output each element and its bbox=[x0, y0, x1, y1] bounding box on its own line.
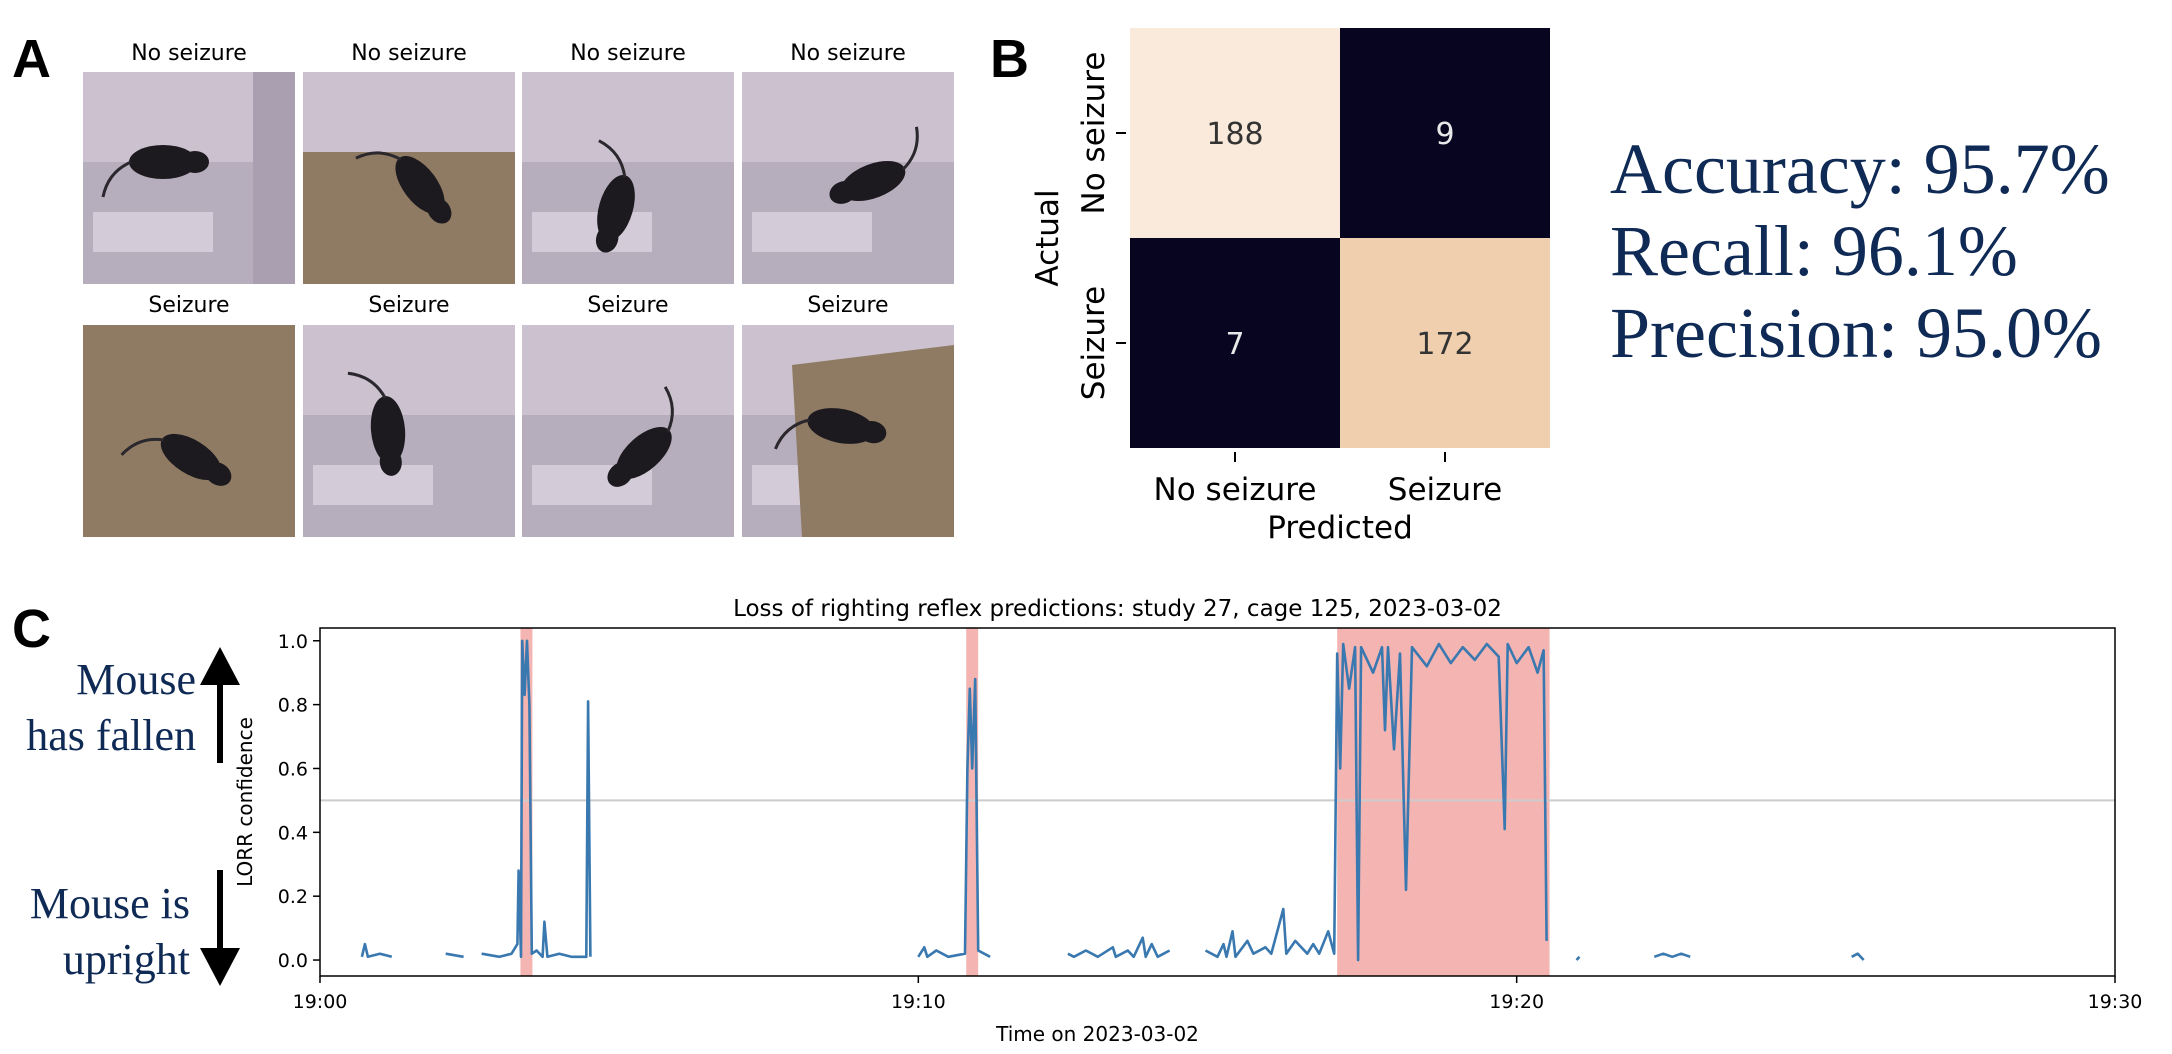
y-tick-label: 1.0 bbox=[278, 631, 308, 653]
plot-frame bbox=[319, 627, 2116, 977]
mouse-photo bbox=[522, 325, 734, 537]
x-axis-label: Time on 2023-03-02 bbox=[995, 1022, 1199, 1046]
thumbnail-label: Seizure bbox=[148, 293, 230, 318]
mouse-photo bbox=[83, 325, 295, 537]
seizure-shaded-region bbox=[520, 628, 533, 976]
thumbnail-label: No seizure bbox=[790, 41, 906, 66]
y-tick-label: 0.8 bbox=[278, 695, 308, 717]
precision-metric: Precision: 95.0% bbox=[1610, 293, 2102, 373]
arrow-down-icon bbox=[200, 870, 240, 986]
cm-x-tick-label: No seizure bbox=[1154, 472, 1317, 508]
cm-value: 188 bbox=[1206, 117, 1263, 152]
lorr-chart: 0.0 0.2 0.4 0.6 0.8 1.0 19:00 19:10 19:20 19:30 Lo… bbox=[233, 596, 2143, 1046]
thumbnail-label: No seizure bbox=[351, 41, 467, 66]
thumbnail-label: No seizure bbox=[570, 41, 686, 66]
cm-value: 7 bbox=[1225, 327, 1244, 362]
upright-annotation: Mouse is upright bbox=[0, 876, 190, 989]
lorr-confidence-line bbox=[360, 639, 1865, 962]
seizure-shaded-region bbox=[966, 628, 979, 976]
y-tick-label: 0.2 bbox=[278, 886, 308, 908]
panel-label-b: B bbox=[990, 29, 1029, 89]
y-axis-label: LORR confidence bbox=[233, 717, 257, 887]
panel-label-a: A bbox=[12, 29, 51, 89]
mouse-photo bbox=[303, 72, 515, 284]
fallen-annotation: Mouse has fallen bbox=[0, 652, 196, 765]
upright-annotation-line2: upright bbox=[62, 935, 190, 985]
thumbnail-label: No seizure bbox=[131, 41, 247, 66]
y-tick-label: 0.6 bbox=[278, 758, 308, 780]
cm-cell bbox=[1130, 28, 1340, 238]
cm-cell bbox=[1340, 28, 1550, 238]
mouse-photo bbox=[83, 72, 295, 284]
thumbnail-label: Seizure bbox=[587, 293, 669, 318]
cm-x-tick-label: Seizure bbox=[1388, 472, 1502, 508]
cm-value: 9 bbox=[1435, 117, 1454, 152]
cm-y-tick-label: Seizure bbox=[1076, 286, 1112, 400]
cm-y-axis-label: Actual bbox=[1030, 189, 1066, 286]
thumbnail-label: Seizure bbox=[368, 293, 450, 318]
cm-x-axis-label: Predicted bbox=[1267, 510, 1413, 546]
accuracy-metric: Accuracy: 95.7% bbox=[1610, 129, 2110, 209]
arrow-up-icon bbox=[200, 647, 240, 763]
fallen-annotation-line2: has fallen bbox=[26, 711, 196, 761]
mouse-photo bbox=[742, 72, 954, 284]
y-tick-label: 0.4 bbox=[278, 822, 308, 844]
chart-title: Loss of righting reflex predictions: stu… bbox=[733, 596, 1502, 622]
thumbnail-label: Seizure bbox=[807, 293, 889, 318]
x-tick-label: 19:30 bbox=[2088, 991, 2143, 1013]
upright-annotation-line1: Mouse is bbox=[29, 879, 190, 928]
x-tick-label: 19:00 bbox=[293, 991, 348, 1013]
seizure-shaded-region bbox=[1337, 628, 1550, 976]
mouse-photo bbox=[303, 325, 515, 537]
cm-cell bbox=[1130, 238, 1340, 448]
x-tick-label: 19:10 bbox=[891, 991, 946, 1013]
confusion-matrix: 188 9 7 172 No seizure Seizure No seizure Seizu… bbox=[1030, 28, 1550, 546]
fallen-annotation-line1: Mouse bbox=[76, 655, 196, 704]
cm-value: 172 bbox=[1416, 327, 1473, 362]
cm-cell bbox=[1340, 238, 1550, 448]
recall-metric: Recall: 96.1% bbox=[1610, 211, 2018, 291]
y-tick-label: 0.0 bbox=[278, 950, 308, 972]
panel-label-c: C bbox=[12, 599, 51, 659]
mouse-photo bbox=[742, 325, 954, 537]
x-tick-label: 19:20 bbox=[1489, 991, 1544, 1013]
mouse-photo bbox=[522, 72, 734, 284]
cm-y-tick-label: No seizure bbox=[1076, 52, 1112, 215]
